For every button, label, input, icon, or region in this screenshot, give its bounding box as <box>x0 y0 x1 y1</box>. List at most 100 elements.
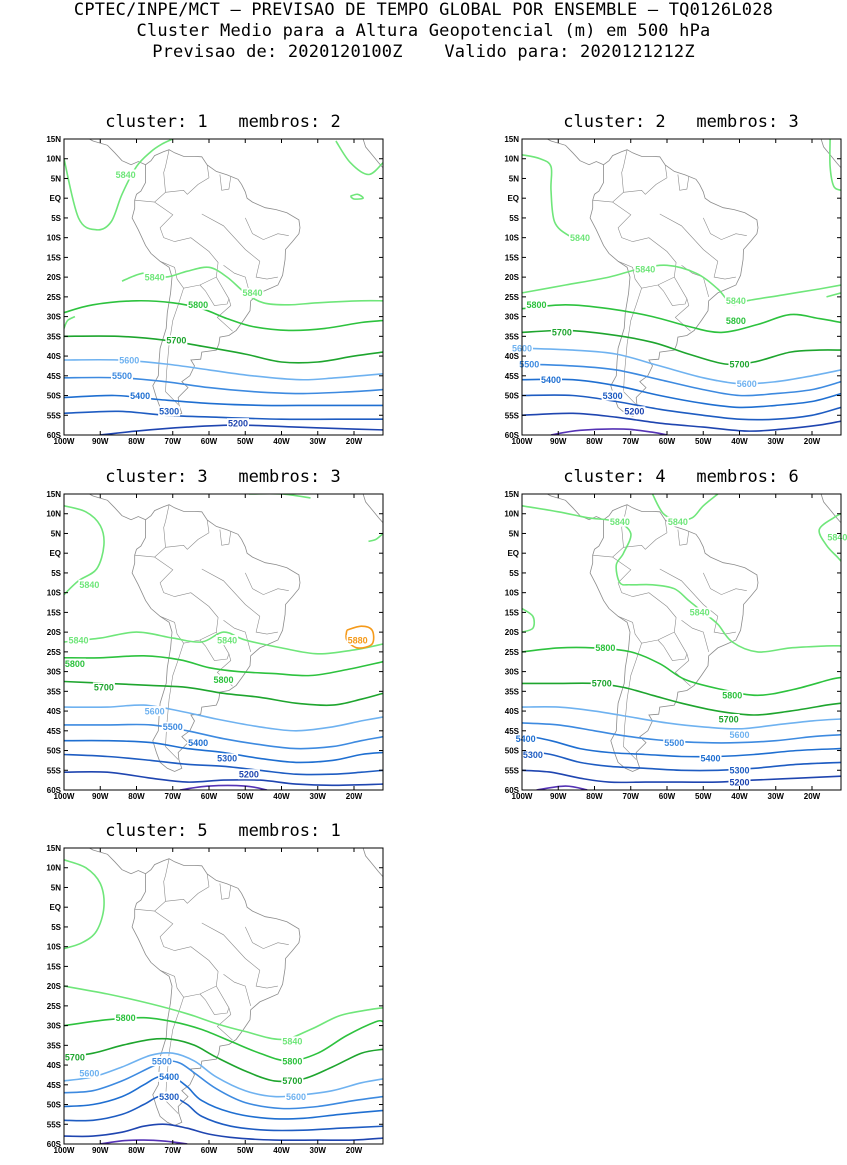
contour-label: 5840 <box>690 608 710 618</box>
lat-tick-label: EQ <box>507 549 519 558</box>
contour-label-bg <box>735 378 758 389</box>
contour-label-bg <box>114 1012 137 1023</box>
contour-5400 <box>64 1075 383 1120</box>
contour-label-bg <box>623 406 646 417</box>
lat-tick-label: 15S <box>47 962 62 971</box>
lon-tick-label: 70W <box>165 437 182 446</box>
contour-label-bg <box>724 295 747 306</box>
lat-tick-label: 50S <box>47 392 62 401</box>
panel-5-map: 5800 5840 5800 5700 5700 5600 5600 5500 5400 5300… <box>46 844 384 1155</box>
contour-5300 <box>522 394 841 421</box>
lon-tick-label: 50W <box>695 437 712 446</box>
contour-label: 5300 <box>729 766 749 776</box>
contour-label-bg <box>601 390 624 401</box>
contour-label: 5800 <box>722 691 742 701</box>
contour-5700 <box>64 335 383 364</box>
contour-5840 <box>522 264 841 307</box>
contour-label-bg <box>143 272 166 283</box>
lat-tick-label: EQ <box>507 194 519 203</box>
contour-label: 5400 <box>700 754 720 764</box>
contour-label-bg <box>237 769 260 780</box>
lat-tick-label: 15N <box>46 135 61 144</box>
lat-tick-label: 55S <box>47 1120 62 1129</box>
contour-label-bg <box>728 777 751 788</box>
lat-tick-label: 40S <box>47 707 62 716</box>
lon-tick-label: 20W <box>804 792 821 801</box>
contour-5840 <box>818 512 841 562</box>
contour-label-bg <box>663 737 686 748</box>
contour-label-bg <box>241 287 264 298</box>
lat-tick-label: 20S <box>47 273 62 282</box>
lon-tick-label: 70W <box>165 792 182 801</box>
contour-label-bg <box>634 264 657 275</box>
contour-label-bg <box>118 355 141 366</box>
lat-tick-label: 45S <box>505 372 520 381</box>
contour-label: 5840 <box>79 580 99 590</box>
contour-label: 5700 <box>65 1052 85 1062</box>
contour-label-bg <box>666 516 689 527</box>
lat-tick-label: 45S <box>47 372 62 381</box>
map-frame <box>521 138 842 436</box>
contour-5840 <box>368 532 383 543</box>
contour-label-bg <box>721 690 744 701</box>
lat-tick-label: 20S <box>47 982 62 991</box>
contour-5500 <box>64 723 383 750</box>
coastline <box>88 494 383 772</box>
contour-label-bg <box>227 418 249 429</box>
contour-label: 5500 <box>112 371 132 381</box>
contour-5200 <box>522 769 841 784</box>
contour-label-bg <box>518 358 541 369</box>
lat-tick-label: 50S <box>47 1101 62 1110</box>
lon-tick-label: 70W <box>623 792 640 801</box>
lon-tick-label: 30W <box>310 792 327 801</box>
contour-label: 5600 <box>729 730 749 740</box>
lat-tick-label: 40S <box>505 352 520 361</box>
contour-5700 <box>64 680 383 707</box>
lat-tick-label: 55S <box>505 411 520 420</box>
lat-tick-label: 35S <box>47 1041 62 1050</box>
lat-tick-label: EQ <box>49 549 61 558</box>
lon-tick-label: 20W <box>346 1146 363 1155</box>
lat-tick-label: 15N <box>504 490 519 499</box>
lon-tick-label: 60W <box>201 1146 218 1155</box>
contour-5800 <box>64 299 383 332</box>
contour-label: 5600 <box>79 1068 99 1078</box>
contour-5400 <box>64 394 383 407</box>
lon-tick-label: 40W <box>273 437 290 446</box>
lat-tick-label: 30S <box>47 668 62 677</box>
lon-tick-label: 80W <box>586 437 603 446</box>
lat-tick-label: 40S <box>505 707 520 716</box>
lon-tick-label: 50W <box>237 437 254 446</box>
lon-tick-label: 80W <box>128 437 145 446</box>
contour-5800 <box>64 654 383 677</box>
contour-5840 <box>829 139 841 192</box>
contour-label: 5700 <box>719 714 739 724</box>
lat-tick-label: 30S <box>505 313 520 322</box>
contour-label-bg <box>514 733 537 744</box>
contour-label-bg <box>187 299 210 310</box>
lat-tick-label: 40S <box>47 1061 62 1070</box>
contour-label-bg <box>129 390 152 401</box>
lon-tick-label: 50W <box>695 792 712 801</box>
contour-label: 5600 <box>737 379 757 389</box>
lon-tick-label: 60W <box>659 792 676 801</box>
contour-label: 5500 <box>664 738 684 748</box>
contour-label-bg <box>92 682 115 693</box>
contour-label: 5600 <box>286 1092 306 1102</box>
lat-tick-label: 15N <box>504 135 519 144</box>
lat-tick-label: 10N <box>504 510 519 519</box>
contour-label-bg <box>728 358 751 369</box>
contour-label: 5200 <box>228 418 248 428</box>
lon-tick-label: 70W <box>165 1146 182 1155</box>
contour-label: 5840 <box>145 272 165 282</box>
contour-label: 5200 <box>624 407 644 417</box>
contour-5700 <box>64 1037 383 1083</box>
lat-tick-label: 45S <box>505 727 520 736</box>
lat-tick-label: 10S <box>505 589 520 598</box>
lat-tick-label: 10S <box>47 589 62 598</box>
lat-tick-label: 35S <box>47 687 62 696</box>
contour-label-bg <box>165 335 188 346</box>
contour-label-bg <box>78 1067 101 1078</box>
contour-5200 <box>64 771 383 787</box>
contour-5700 <box>522 682 841 716</box>
